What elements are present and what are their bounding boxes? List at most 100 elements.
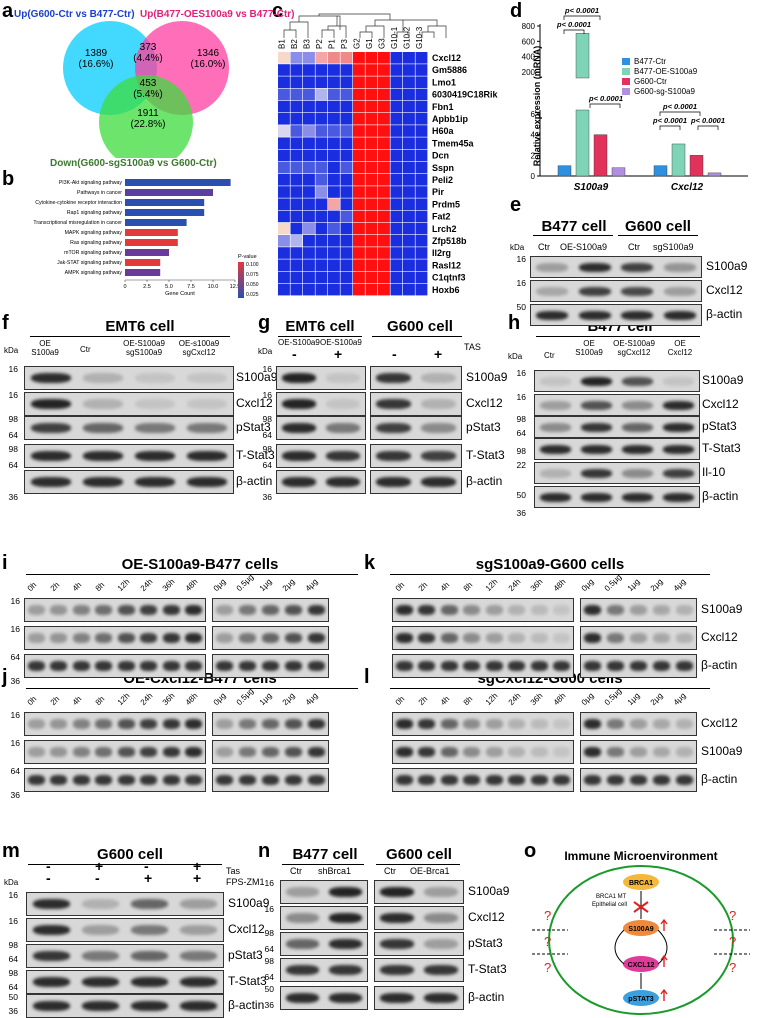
- pathway-category-label: mTOR signaling pathway: [64, 250, 122, 256]
- heatmap-cell: [378, 64, 390, 76]
- heatmap-column-label: B2: [290, 39, 299, 49]
- heatmap-cell: [415, 100, 428, 113]
- blot-band: [50, 633, 68, 643]
- blot-band: [508, 605, 526, 615]
- blot-m-row-label: β-actin: [228, 998, 265, 1012]
- blot-e-col-3: Ctr: [628, 242, 640, 252]
- heatmap-cell: [290, 235, 303, 247]
- blot-i-time-label: 36h: [160, 577, 177, 593]
- heatmap-cell: [403, 271, 415, 284]
- heatmap-cell: [378, 174, 390, 186]
- heatmap-cell: [365, 174, 378, 186]
- blot-band: [663, 262, 696, 272]
- heatmap-cell: [278, 198, 290, 210]
- blot-n-col-2: shBrca1: [318, 866, 352, 876]
- heatmap-cell: [390, 259, 403, 271]
- blot-i-time-label: 24h: [138, 577, 154, 593]
- blot-g-row-label: Cxcl12: [466, 396, 503, 410]
- heatmap-cell: [365, 247, 378, 259]
- heatmap-cell: [303, 198, 315, 210]
- blot-band: [580, 376, 613, 386]
- blot-band: [326, 451, 360, 461]
- heatmap-cell: [328, 186, 340, 198]
- column-dendrogram: [283, 13, 447, 38]
- blot-band: [583, 605, 602, 615]
- blot-band: [539, 400, 572, 410]
- blot-band: [395, 633, 413, 643]
- mw-marker: 36: [10, 676, 20, 686]
- blot-i-dose-label: 0.5μg: [234, 572, 256, 593]
- panel-letter-g: g: [258, 312, 271, 334]
- blot-n-right-row: [374, 906, 464, 930]
- blot-band: [72, 719, 90, 729]
- expr-bar: [575, 33, 590, 79]
- blot-band: [662, 468, 695, 478]
- heatmap-cell: [365, 100, 378, 113]
- blot-k-dose-row: [580, 626, 697, 650]
- mw-marker: 16: [8, 390, 18, 400]
- blot-band: [485, 633, 503, 643]
- heatmap-column-label: G10-1: [390, 26, 399, 49]
- blot-n-right-row: [374, 932, 464, 956]
- mw-marker: 16: [10, 710, 20, 720]
- blot-f-row-label: pStat3: [236, 420, 271, 434]
- blot-band: [662, 376, 695, 386]
- kda-label: kDa: [510, 243, 525, 252]
- venn-circles: [63, 21, 229, 158]
- heatmap-column-label: P1: [327, 39, 336, 49]
- blot-k-title: sgS100a9-G600 cells: [475, 556, 625, 573]
- heatmap-cell: [315, 64, 328, 76]
- heatmap-cell: [390, 235, 403, 247]
- blot-band: [32, 899, 71, 909]
- question-mark-icon: ?: [544, 934, 551, 949]
- heatmap-cell: [378, 125, 390, 137]
- blot-band: [580, 400, 613, 410]
- heatmap-cell: [278, 88, 290, 101]
- blot-n-right-row: [374, 880, 464, 904]
- venn-region-3: 1346 (16.0%): [190, 48, 226, 70]
- pathway-bar: [125, 179, 231, 186]
- mw-marker: 36: [10, 790, 20, 800]
- blot-band: [81, 977, 120, 987]
- blot-band: [621, 492, 654, 502]
- pathway-legend-tick: 0.075: [246, 272, 259, 278]
- blot-band: [261, 719, 280, 729]
- heatmap-cell: [378, 186, 390, 198]
- blot-k-row-label: S100a9: [701, 602, 743, 616]
- blot-band: [395, 775, 413, 785]
- expr-bar: [689, 155, 704, 177]
- blot-i-time-label: 48h: [183, 577, 199, 593]
- blot-k-row-label: Cxcl12: [701, 630, 738, 644]
- heatmap-cell: [278, 210, 290, 223]
- blot-band: [27, 747, 45, 757]
- blot-band: [238, 747, 257, 757]
- blot-band: [440, 747, 458, 757]
- heatmap-gene-label: Lmo1: [432, 77, 456, 87]
- blot-f-row: [24, 444, 234, 468]
- heatmap-cell: [390, 174, 403, 186]
- blot-band: [539, 376, 572, 386]
- blot-band: [421, 373, 456, 383]
- question-mark-icon: ?: [544, 908, 551, 923]
- heatmap-cell: [353, 186, 365, 198]
- blot-k-time-row: [392, 626, 574, 650]
- blot-band: [578, 310, 611, 320]
- heatmap-cell: [303, 76, 315, 88]
- blot-l-row-label: S100a9: [701, 744, 743, 758]
- heatmap-cell: [390, 161, 403, 174]
- blot-band: [539, 492, 572, 502]
- pathway-bar: [125, 229, 178, 236]
- blot-n-col-3: Ctr: [384, 866, 396, 876]
- heatmap-cell: [303, 64, 315, 76]
- heatmap-cell: [328, 137, 340, 149]
- heatmap-cell: [340, 186, 353, 198]
- blot-band: [140, 747, 158, 757]
- mw-marker: 64: [8, 954, 18, 964]
- blot-band: [329, 993, 362, 1003]
- blot-h-row: [534, 462, 700, 484]
- heatmap-cell: [378, 88, 390, 101]
- heatmap-cell: [378, 271, 390, 284]
- blot-j-time-label: 24h: [138, 691, 154, 707]
- blot-k-dose-label: 0.5μg: [602, 572, 624, 593]
- blot-band: [418, 661, 436, 671]
